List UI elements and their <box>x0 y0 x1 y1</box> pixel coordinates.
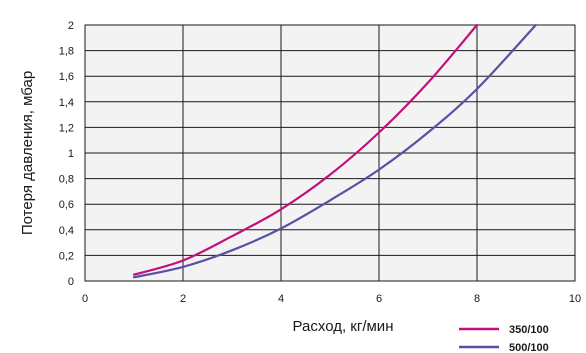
y-tick-label: 0,4 <box>59 225 74 237</box>
x-tick-label: 8 <box>474 293 480 305</box>
y-tick-label: 1,8 <box>59 46 74 58</box>
y-tick-label: 1,6 <box>59 71 74 83</box>
series-line-2 <box>132 23 537 279</box>
x-tick-label: 6 <box>376 293 382 305</box>
y-tick-labels: 0 0,2 0,4 0,6 0,8 1 1,2 1,4 1,6 1,8 2 <box>59 20 74 288</box>
x-tick-label: 2 <box>180 293 186 305</box>
legend-label-2: 500/100 <box>509 342 549 353</box>
y-axis-title: Потеря давления, мбар <box>19 71 36 235</box>
series-line-1 <box>132 23 479 276</box>
series-lines <box>132 23 537 279</box>
y-tick-label: 0,6 <box>59 199 74 211</box>
x-tick-label: 4 <box>278 293 284 305</box>
y-tick-label: 1 <box>68 148 74 160</box>
grid-lines <box>84 24 576 282</box>
y-tick-label: 0 <box>68 276 74 288</box>
x-tick-labels: 0 2 4 6 8 10 <box>82 293 581 305</box>
y-tick-label: 1,4 <box>59 97 74 109</box>
x-axis-title: Расход, кг/мин <box>293 318 394 335</box>
x-tick-label: 10 <box>569 293 581 305</box>
x-tick-label: 0 <box>82 293 88 305</box>
y-tick-label: 2 <box>68 20 74 32</box>
y-tick-label: 1,2 <box>59 122 74 134</box>
y-tick-label: 0,2 <box>59 250 74 262</box>
legend: 350/100 500/100 <box>459 324 549 353</box>
legend-label-1: 350/100 <box>509 324 549 336</box>
y-tick-label: 0,8 <box>59 174 74 186</box>
